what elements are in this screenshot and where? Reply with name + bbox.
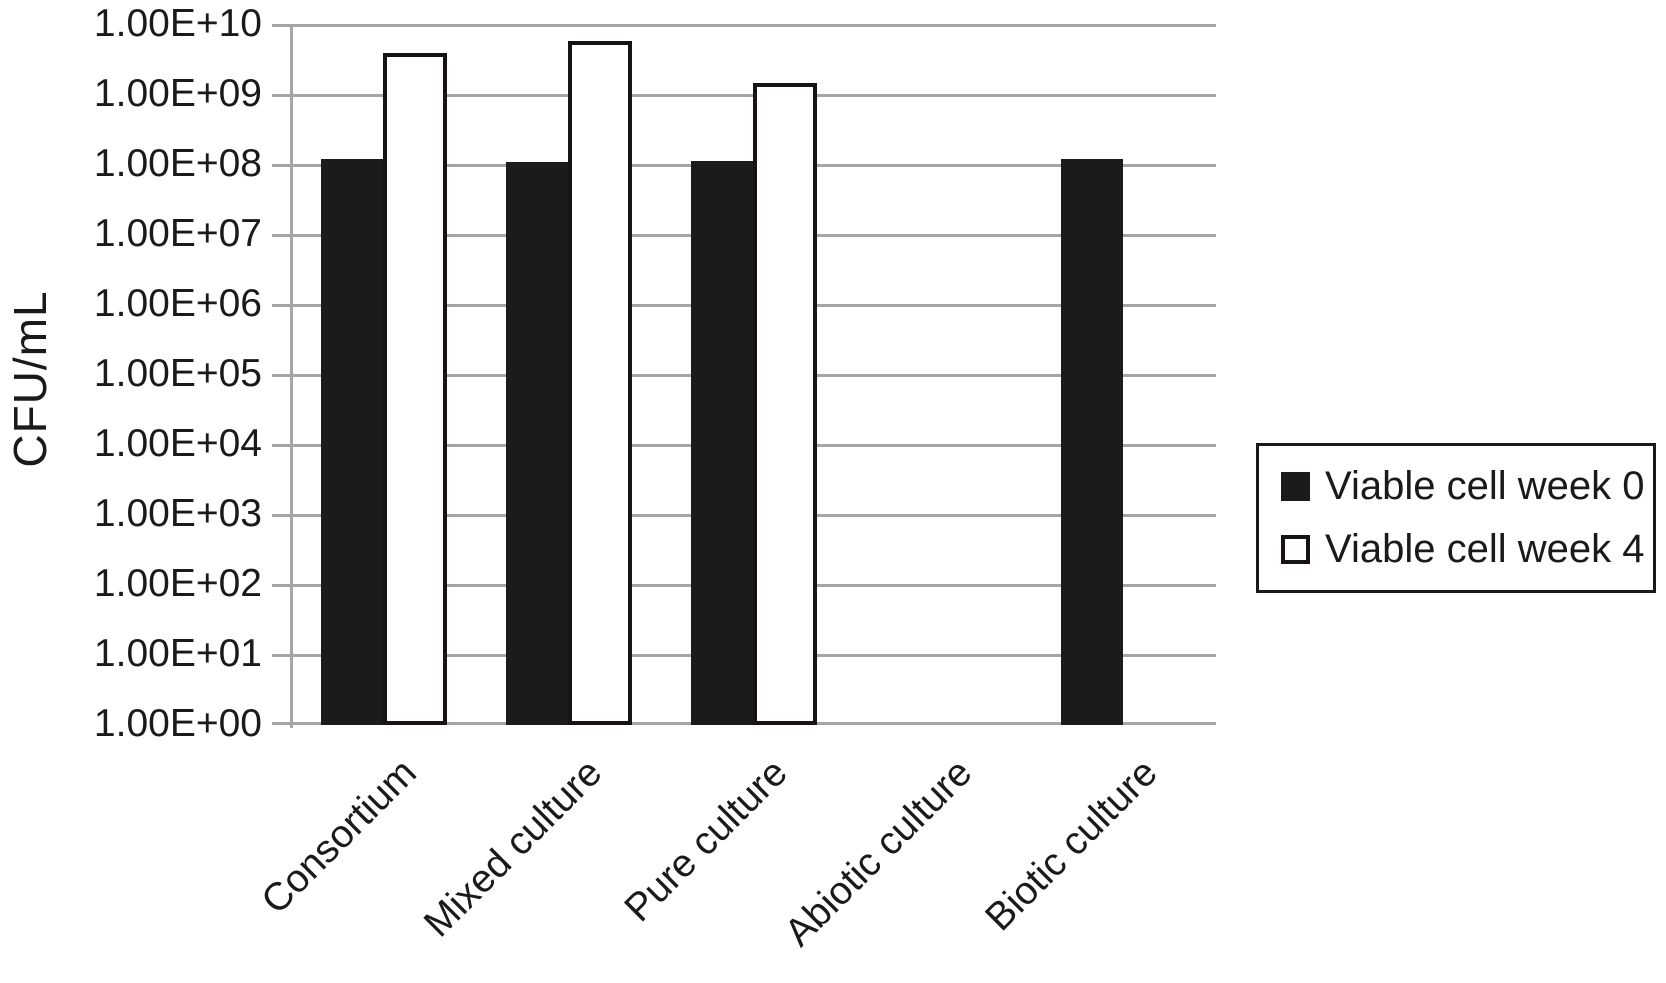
plot-area: [272, 24, 1216, 728]
x-category-label-mixed-culture: Mixed culture: [415, 751, 611, 946]
bar-viable-cell-week-4-consortium: [382, 52, 447, 725]
y-tick-label: 1.00E+04: [93, 422, 262, 465]
legend-item-viable-cell-week-4: Viable cell week 4: [1281, 527, 1653, 572]
y-tick-label: 1.00E+08: [93, 142, 262, 185]
bar-viable-cell-week-4-mixed-culture: [567, 40, 632, 725]
bar-viable-cell-week-0-consortium: [320, 159, 383, 725]
legend-label: Viable cell week 0: [1325, 464, 1645, 508]
bar-viable-cell-week-0-pure-culture: [691, 160, 753, 725]
y-tick-label: 1.00E+05: [93, 352, 262, 395]
x-category-label-biotic-culture: Biotic culture: [977, 751, 1166, 940]
x-category-label-consortium: Consortium: [253, 751, 426, 923]
y-tick-label: 1.00E+00: [93, 702, 262, 745]
bar-viable-cell-week-0-mixed-culture: [505, 162, 568, 725]
legend-item-viable-cell-week-0: Viable cell week 0: [1281, 464, 1653, 509]
y-tick-label: 1.00E+10: [93, 2, 262, 45]
legend-swatch-icon-viable-cell-week-4: [1281, 535, 1310, 564]
y-tick-label: 1.00E+01: [93, 632, 262, 675]
y-tick-label: 1.00E+06: [93, 282, 262, 325]
legend-swatch-icon-viable-cell-week-0: [1281, 472, 1310, 501]
legend-label: Viable cell week 4: [1325, 527, 1645, 571]
y-tick-label: 1.00E+09: [93, 72, 262, 115]
x-category-label-abiotic-culture: Abiotic culture: [776, 751, 981, 955]
bar-viable-cell-week-4-pure-culture: [753, 82, 817, 725]
y-tick-label: 1.00E+03: [93, 492, 262, 535]
y-tick-label: 1.00E+02: [93, 562, 262, 605]
legend: Viable cell week 0 Viable cell week 4: [1256, 443, 1656, 593]
x-category-label-pure-culture: Pure culture: [616, 751, 796, 931]
y-tick-label: 1.00E+07: [93, 212, 262, 255]
gridline: [272, 24, 1216, 27]
gridline: [272, 94, 1216, 97]
bar-viable-cell-week-0-biotic-culture: [1061, 159, 1124, 725]
